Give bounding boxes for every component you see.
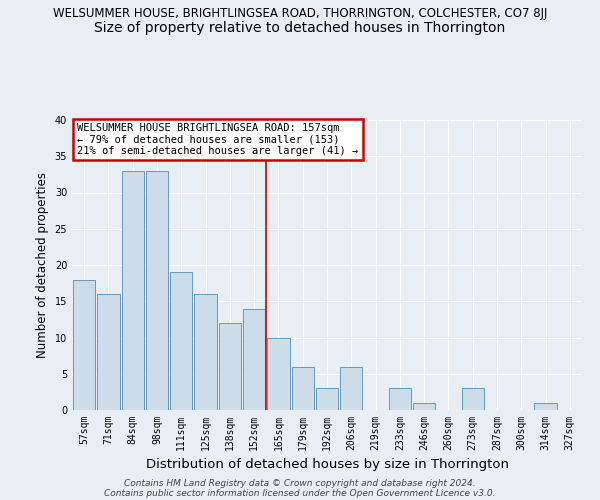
Text: Contains HM Land Registry data © Crown copyright and database right 2024.: Contains HM Land Registry data © Crown c… (124, 478, 476, 488)
Bar (194, 294, 217, 410)
Text: Contains public sector information licensed under the Open Government Licence v3: Contains public sector information licen… (104, 488, 496, 498)
Bar (218, 323, 241, 410)
Text: WELSUMMER HOUSE BRIGHTLINGSEA ROAD: 157sqm
← 79% of detached houses are smaller : WELSUMMER HOUSE BRIGHTLINGSEA ROAD: 157s… (77, 123, 358, 156)
Bar (461, 388, 484, 410)
Bar (170, 272, 193, 410)
Bar (73, 280, 95, 410)
Text: Size of property relative to detached houses in Thorrington: Size of property relative to detached ho… (94, 21, 506, 35)
Bar (292, 366, 314, 410)
Bar (389, 388, 411, 410)
Bar (122, 171, 144, 410)
Bar (535, 403, 557, 410)
Y-axis label: Number of detached properties: Number of detached properties (36, 172, 49, 358)
Text: WELSUMMER HOUSE, BRIGHTLINGSEA ROAD, THORRINGTON, COLCHESTER, CO7 8JJ: WELSUMMER HOUSE, BRIGHTLINGSEA ROAD, THO… (53, 8, 547, 20)
Bar (146, 171, 168, 410)
Bar (243, 308, 265, 410)
X-axis label: Distribution of detached houses by size in Thorrington: Distribution of detached houses by size … (146, 458, 509, 471)
Bar (316, 388, 338, 410)
Bar (413, 403, 436, 410)
Bar (267, 338, 290, 410)
Bar (97, 294, 119, 410)
Bar (340, 366, 362, 410)
